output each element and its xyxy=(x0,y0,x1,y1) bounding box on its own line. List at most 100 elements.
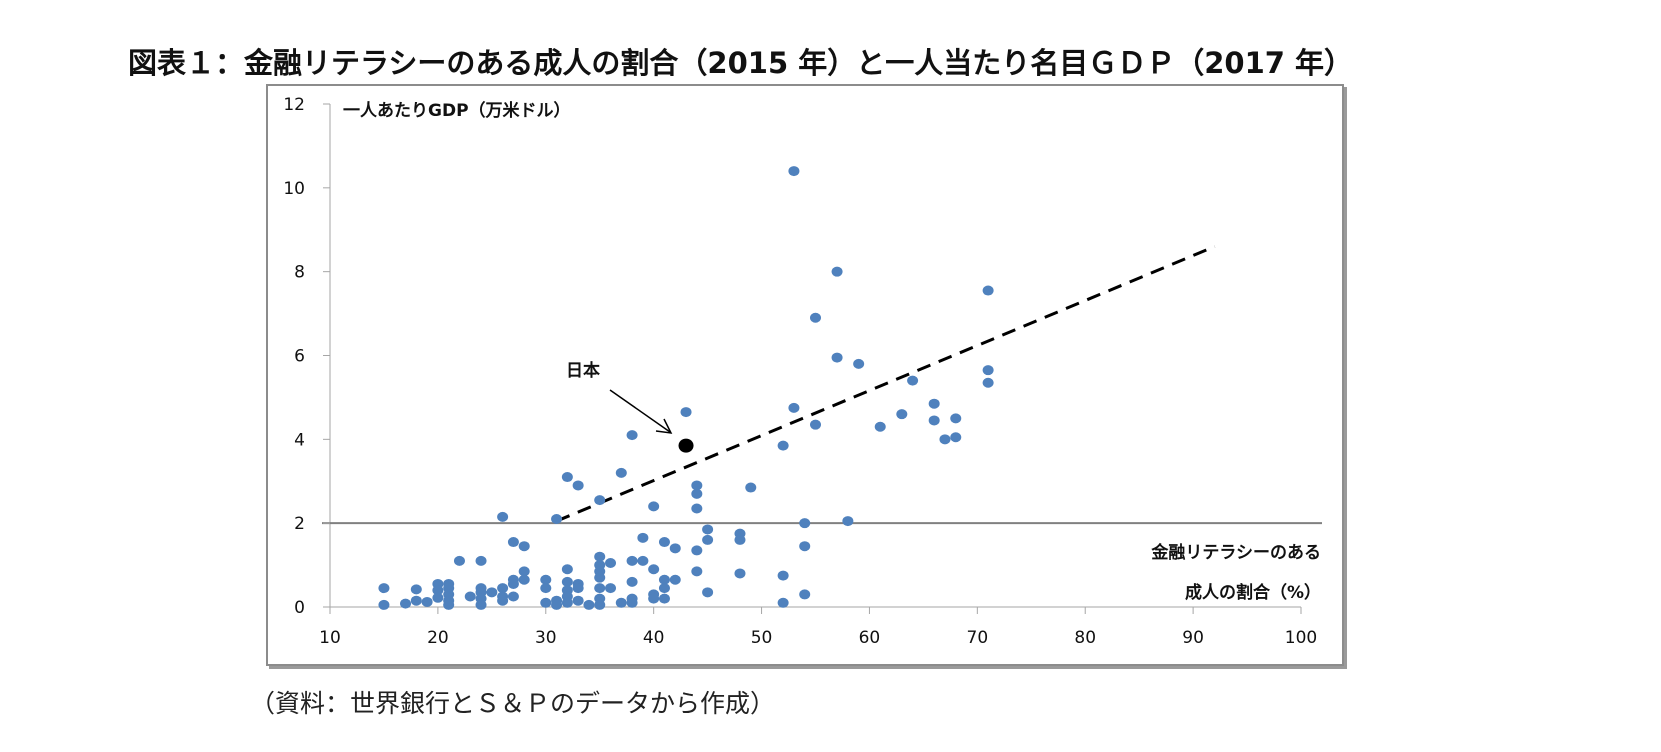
data-point xyxy=(572,480,584,491)
data-point xyxy=(518,566,530,577)
data-point xyxy=(626,576,638,587)
data-point xyxy=(691,545,703,556)
data-point xyxy=(788,402,800,413)
data-point xyxy=(950,413,962,424)
data-point xyxy=(745,482,757,493)
data-point xyxy=(982,285,994,296)
x-axis-label-line1: 金融リテラシーのある xyxy=(1150,542,1321,563)
data-point xyxy=(551,513,563,524)
x-tick-label: 70 xyxy=(967,628,989,648)
y-tick-label: 6 xyxy=(294,347,305,367)
chart-frame xyxy=(266,84,1344,666)
data-point xyxy=(734,568,746,579)
axes: 0 2 4 6 8 10 12 10 20 30 40 50 60 70 80 90 100 xyxy=(283,95,1322,648)
data-point xyxy=(637,532,649,543)
x-tick-label: 10 xyxy=(319,628,341,648)
data-point xyxy=(540,597,552,608)
data-point xyxy=(691,503,703,514)
data-point xyxy=(583,599,595,610)
data-point xyxy=(432,585,444,596)
data-point xyxy=(658,574,670,585)
data-point xyxy=(615,597,627,608)
data-point xyxy=(572,595,584,606)
data-point xyxy=(907,375,919,386)
y-axis-label: 一人あたりGDP（万米ドル） xyxy=(343,100,571,121)
data-point xyxy=(669,543,681,554)
data-point xyxy=(626,555,638,566)
data-point xyxy=(378,583,390,594)
data-point xyxy=(443,599,455,610)
data-point xyxy=(982,365,994,376)
data-point xyxy=(561,597,573,608)
data-point xyxy=(626,597,638,608)
japan-data-point xyxy=(678,438,694,453)
data-point xyxy=(691,566,703,577)
data-point xyxy=(874,421,886,432)
data-points xyxy=(378,166,994,610)
data-point xyxy=(475,599,487,610)
data-point xyxy=(410,595,422,606)
data-point xyxy=(702,534,714,545)
data-point xyxy=(518,574,530,585)
japan-annotation: 日本 xyxy=(566,360,600,381)
data-point xyxy=(561,472,573,483)
data-point xyxy=(507,537,519,548)
data-point xyxy=(497,583,509,594)
data-point xyxy=(615,467,627,478)
data-point xyxy=(605,557,617,568)
data-point xyxy=(594,551,606,562)
trendline xyxy=(555,245,1216,523)
data-point xyxy=(842,516,854,527)
japan-arrow xyxy=(609,389,673,434)
y-tick-label: 0 xyxy=(294,598,305,618)
data-point xyxy=(594,599,606,610)
data-point xyxy=(853,358,865,369)
data-point xyxy=(928,398,940,409)
data-point xyxy=(540,574,552,585)
data-point xyxy=(551,599,563,610)
data-point xyxy=(691,488,703,499)
data-point xyxy=(594,495,606,506)
data-point xyxy=(605,583,617,594)
x-axis-label-line2: 成人の割合（%） xyxy=(1185,582,1321,603)
y-tick-label: 8 xyxy=(294,263,305,283)
data-point xyxy=(507,578,519,589)
data-point xyxy=(626,430,638,441)
x-tick-label: 20 xyxy=(427,628,449,648)
data-point xyxy=(453,555,465,566)
data-point xyxy=(594,572,606,583)
arrow-line xyxy=(609,389,671,433)
data-point xyxy=(928,415,940,426)
data-point xyxy=(831,266,843,277)
x-tick-label: 100 xyxy=(1285,628,1317,648)
data-point xyxy=(400,598,412,609)
data-point xyxy=(475,555,487,566)
y-tick-label: 2 xyxy=(294,514,305,534)
data-point xyxy=(777,597,789,608)
data-point xyxy=(561,576,573,587)
data-point xyxy=(378,599,390,610)
data-point xyxy=(691,480,703,491)
data-point xyxy=(637,555,649,566)
data-point xyxy=(497,595,509,606)
y-tick-label: 10 xyxy=(283,179,305,199)
data-point xyxy=(680,407,692,418)
x-tick-label: 60 xyxy=(859,628,881,648)
data-point xyxy=(648,564,660,575)
data-point xyxy=(896,409,908,420)
data-point xyxy=(464,591,476,602)
data-point xyxy=(421,596,433,607)
x-tick-label: 50 xyxy=(751,628,773,648)
data-point xyxy=(497,511,509,522)
x-tick-label: 80 xyxy=(1074,628,1096,648)
data-point xyxy=(410,584,422,595)
data-point xyxy=(572,583,584,594)
data-point xyxy=(799,589,811,600)
x-tick-label: 30 xyxy=(535,628,557,648)
arrow-head xyxy=(655,418,673,434)
data-point xyxy=(648,593,660,604)
data-point xyxy=(540,583,552,594)
data-point xyxy=(950,432,962,443)
data-point xyxy=(648,501,660,512)
